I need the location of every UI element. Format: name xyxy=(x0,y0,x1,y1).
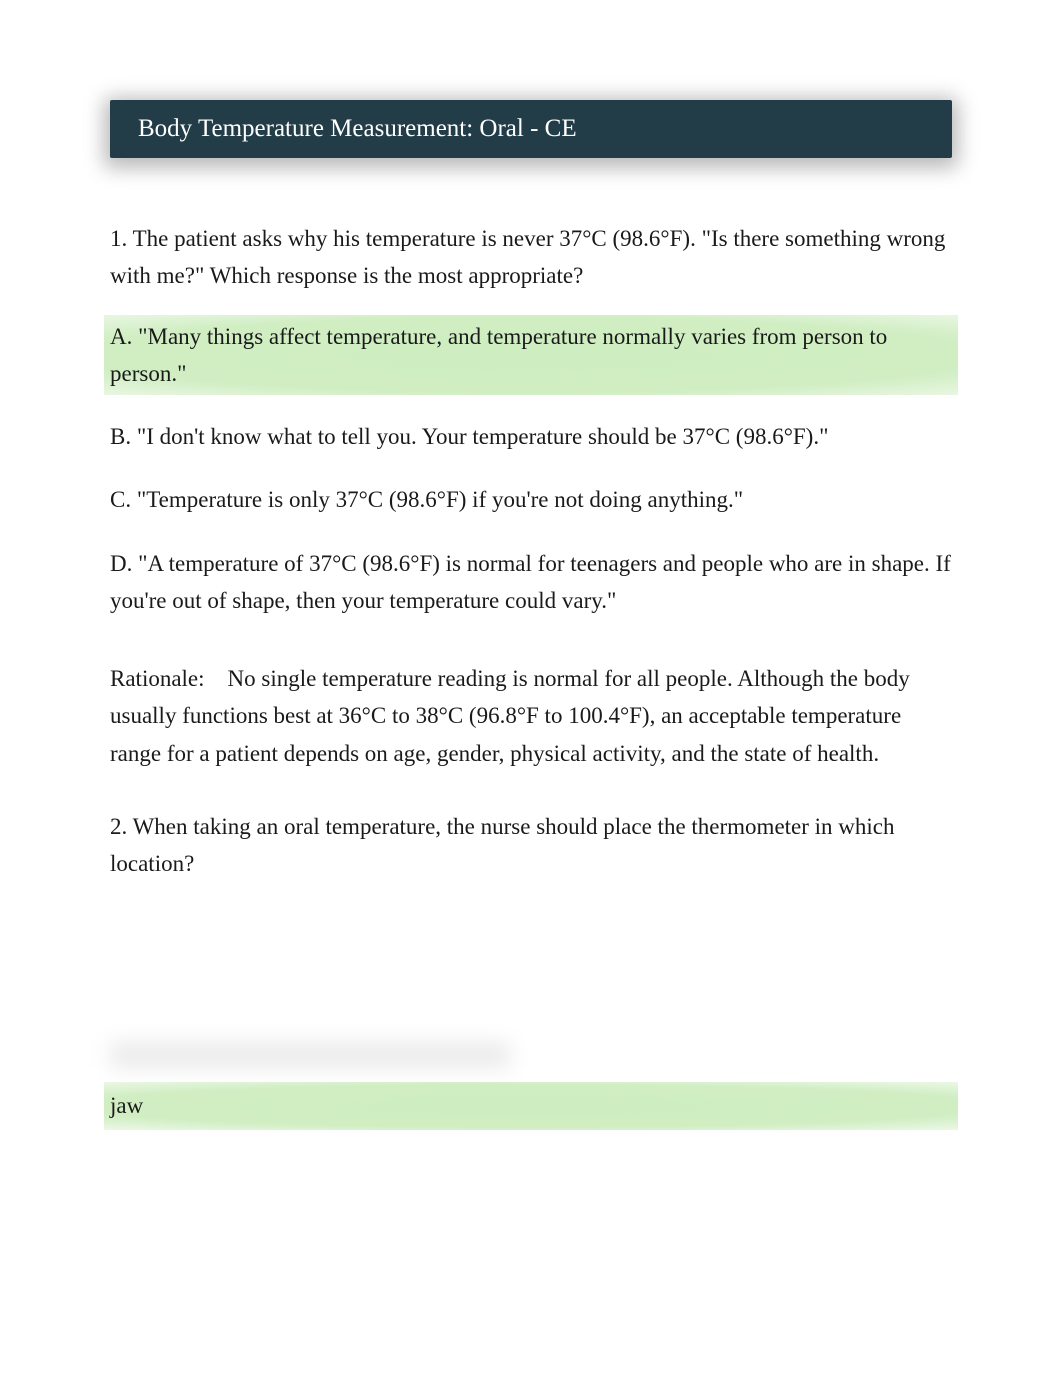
page-title-bar: Body Temperature Measurement: Oral - CE xyxy=(110,100,952,158)
rationale-label: Rationale: xyxy=(110,666,228,691)
q1-option-d: D. "A temperature of 37°C (98.6°F) is no… xyxy=(110,542,952,623)
title-text: Body Temperature Measurement: Oral - CE xyxy=(138,115,577,142)
q1-option-b: B. "I don't know what to tell you. Your … xyxy=(110,415,952,458)
question-1-text: 1. The patient asks why his temperature … xyxy=(110,220,952,295)
q1-rationale: Rationale: No single temperature reading… xyxy=(110,660,952,772)
blurred-option-line xyxy=(110,1042,510,1068)
q2-answer-partial: jaw xyxy=(104,1082,958,1130)
question-2-text: 2. When taking an oral temperature, the … xyxy=(110,808,952,883)
q1-option-a: A. "Many things affect temperature, and … xyxy=(104,315,958,396)
blurred-content-gap xyxy=(110,902,952,1082)
q1-option-c: C. "Temperature is only 37°C (98.6°F) if… xyxy=(110,478,952,521)
rationale-text: No single temperature reading is normal … xyxy=(110,666,910,766)
